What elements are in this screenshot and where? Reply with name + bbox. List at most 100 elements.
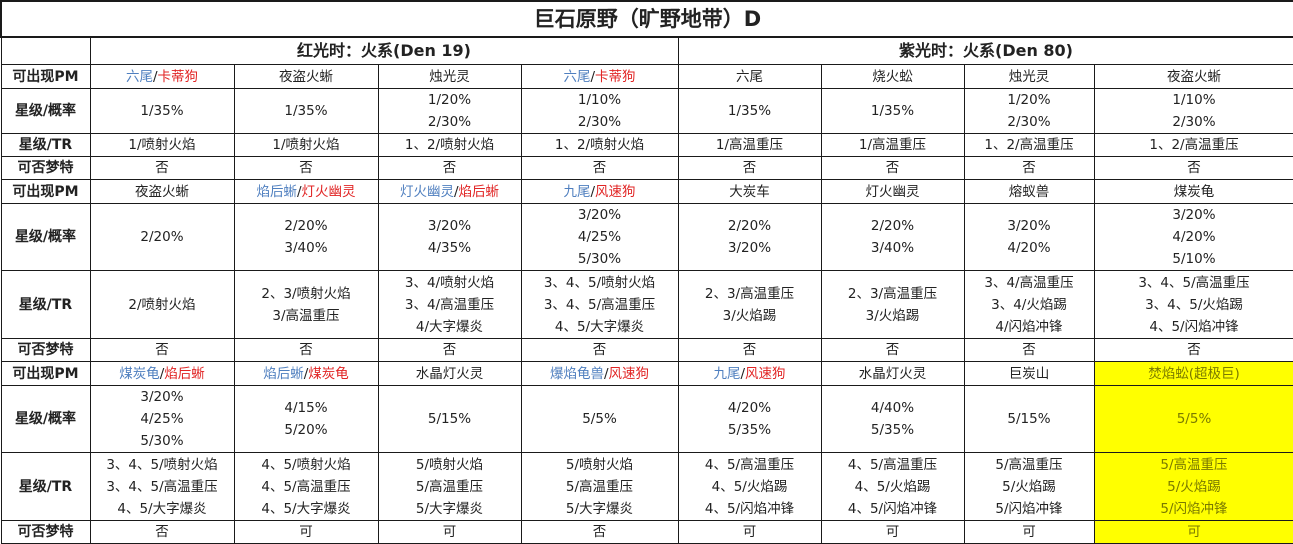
pm-cell: 灯火幽灵/焰后蜥 — [377, 179, 522, 204]
rate-cell: 4/20% 5/35% — [677, 385, 822, 453]
pokemon-name: / — [159, 365, 165, 382]
rate-cell: 1/20% 2/30% — [377, 88, 522, 134]
pokemon-name: 六尾 — [736, 68, 763, 85]
rate-line: 4/20% — [1172, 229, 1216, 245]
pm-cell: 爆焰龟兽/风速狗 — [520, 361, 679, 386]
row-tr: 星级/TR 1/喷射火焰 1/喷射火焰 1、2/喷射火焰 1、2/喷射火焰 1/高温重压 1… — [0, 133, 1293, 157]
rate-line: 2/20% — [140, 229, 184, 245]
tr-line: 4、5/大字爆炎 — [261, 500, 351, 517]
rate-line: 3/20% — [140, 389, 184, 405]
dream-cell: 否 — [1093, 156, 1293, 180]
tr-cell: 3、4、5/喷射火焰 3、4、5/高温重压 4、5/大字爆炎 — [89, 452, 235, 521]
tr-line: 3、4、5/喷射火焰 — [543, 274, 656, 291]
pokemon-name: / — [296, 183, 302, 200]
tr-line: 4、5/大字爆炎 — [554, 318, 645, 335]
rate-cell: 5/15% — [963, 385, 1095, 453]
rate-line: 4/40% — [870, 400, 915, 416]
row-label-dream: 可否梦特 — [0, 156, 91, 180]
dream-cell: 否 — [89, 338, 235, 362]
rate-cell: 1/35% — [89, 88, 235, 134]
tr-line: 5/高温重压 — [415, 478, 484, 495]
row-rate: 星级/概率 3/20% 4/25% 5/30% 4/15% 5/20% 5/15% 5/5% 4… — [0, 385, 1293, 453]
tr-cell: 3、4/喷射火焰 3、4/高温重压 4/大字爆炎 — [377, 270, 522, 339]
dream-cell: 否 — [520, 156, 679, 180]
tr-line: 1、2/喷射火焰 — [554, 137, 645, 153]
dream-cell: 否 — [89, 156, 235, 180]
row-label-rate: 星级/概率 — [0, 88, 91, 134]
row-label-dream: 可否梦特 — [0, 520, 91, 544]
pm-cell: 焰后蜥/煤炭龟 — [233, 361, 379, 386]
pokemon-name: 卡蒂狗 — [595, 68, 636, 85]
pokemon-name: 焰后蜥 — [256, 183, 297, 200]
rate-cell: 5/15% — [377, 385, 522, 453]
pokemon-name: 夜盗火蜥 — [279, 68, 333, 85]
tr-line: 3、4、5/喷射火焰 — [106, 456, 218, 473]
dream-cell: 否 — [520, 520, 679, 544]
row-pm: 可出现PM 煤炭龟/焰后蜥 焰后蜥/煤炭龟 水晶灯火灵 爆焰龟兽/风速狗 九尾/风速狗 水晶… — [0, 361, 1293, 386]
row-label-rate: 星级/概率 — [0, 203, 91, 271]
tr-line: 2/喷射火焰 — [128, 296, 196, 313]
dream-cell: 否 — [820, 156, 965, 180]
pokemon-name: 烧火蚣 — [872, 68, 913, 85]
dream-cell: 否 — [820, 338, 965, 362]
rate-cell: 4/15% 5/20% — [233, 385, 379, 453]
tr-line: 3、4、5/高温重压 — [106, 478, 218, 495]
rate-line: 5/5% — [1176, 411, 1212, 427]
rate-cell: 3/20% 4/25% 5/30% — [89, 385, 235, 453]
pokemon-name: 灯火幽灵 — [399, 183, 454, 200]
tr-line: 4、5/高温重压 — [847, 456, 938, 473]
pokemon-name: 六尾 — [125, 68, 153, 85]
pm-cell: 夜盗火蜥 — [1093, 64, 1293, 89]
rate-line: 4/35% — [427, 240, 472, 256]
pm-cell: 九尾/风速狗 — [520, 179, 679, 204]
rate-cell: 2/20% — [89, 203, 235, 271]
pokemon-name: 卡蒂狗 — [157, 68, 199, 85]
row-label-tr: 星级/TR — [0, 452, 91, 521]
pm-cell: 灯火幽灵 — [820, 179, 965, 204]
rate-cell: 5/5% — [1093, 385, 1293, 453]
pm-cell: 焚焰蚣(超极巨) — [1093, 361, 1293, 386]
pm-cell: 水晶灯火灵 — [377, 361, 522, 386]
rate-line: 3/20% — [577, 207, 622, 223]
tr-cell: 1/高温重压 — [677, 133, 822, 157]
pm-cell: 煤炭龟/焰后蜥 — [89, 361, 235, 386]
pokemon-name: 焰后蜥 — [164, 365, 205, 382]
rate-cell: 3/20% 4/25% 5/30% — [520, 203, 679, 271]
rate-line: 2/20% — [727, 218, 772, 234]
pm-cell: 熔蚁兽 — [963, 179, 1095, 204]
rate-cell: 3/20% 4/35% — [377, 203, 522, 271]
rate-line: 2/30% — [577, 114, 622, 130]
dream-cell: 否 — [89, 520, 235, 544]
pokemon-name: 六尾 — [563, 68, 591, 85]
row-label-pm: 可出现PM — [0, 361, 91, 386]
row-rate: 星级/概率 1/35% 1/35% 1/20% 2/30% 1/10% 2/30% 1/35%… — [0, 88, 1293, 134]
tr-line: 5/喷射火焰 — [565, 456, 634, 473]
rate-line: 2/20% — [870, 218, 915, 234]
pokemon-name: 风速狗 — [608, 365, 650, 382]
pokemon-name: 焚焰蚣(超极巨) — [1148, 365, 1240, 382]
tr-cell: 3、4/高温重压 3、4/火焰踢 4/闪焰冲锋 — [963, 270, 1095, 339]
pokemon-name: / — [453, 183, 459, 200]
rate-line: 3/40% — [284, 240, 328, 256]
tr-line: 2、3/喷射火焰 — [261, 285, 351, 302]
tr-line: 5/大字爆炎 — [565, 500, 634, 517]
rate-line: 4/25% — [140, 411, 184, 427]
tr-line: 4/大字爆炎 — [415, 318, 484, 335]
pm-cell: 九尾/风速狗 — [677, 361, 822, 386]
tr-line: 1/高温重压 — [715, 137, 784, 153]
tr-line: 5/闪焰冲锋 — [1160, 500, 1228, 517]
rate-cell: 1/35% — [820, 88, 965, 134]
page-title: 巨石原野（旷野地带）D — [0, 0, 1293, 38]
tr-line: 3/高温重压 — [272, 307, 340, 324]
pm-cell: 烛光灵 — [377, 64, 522, 89]
rate-line: 5/10% — [1172, 251, 1216, 267]
tr-cell: 1/喷射火焰 — [89, 133, 235, 157]
pm-cell: 六尾/卡蒂狗 — [520, 64, 679, 89]
pm-cell: 焰后蜥/灯火幽灵 — [233, 179, 379, 204]
tr-line: 1、2/喷射火焰 — [404, 137, 495, 153]
tr-line: 4、5/闪焰冲锋 — [1149, 318, 1239, 335]
rate-line: 2/20% — [284, 218, 328, 234]
rate-line: 5/20% — [284, 422, 328, 438]
rate-line: 1/35% — [284, 103, 328, 119]
